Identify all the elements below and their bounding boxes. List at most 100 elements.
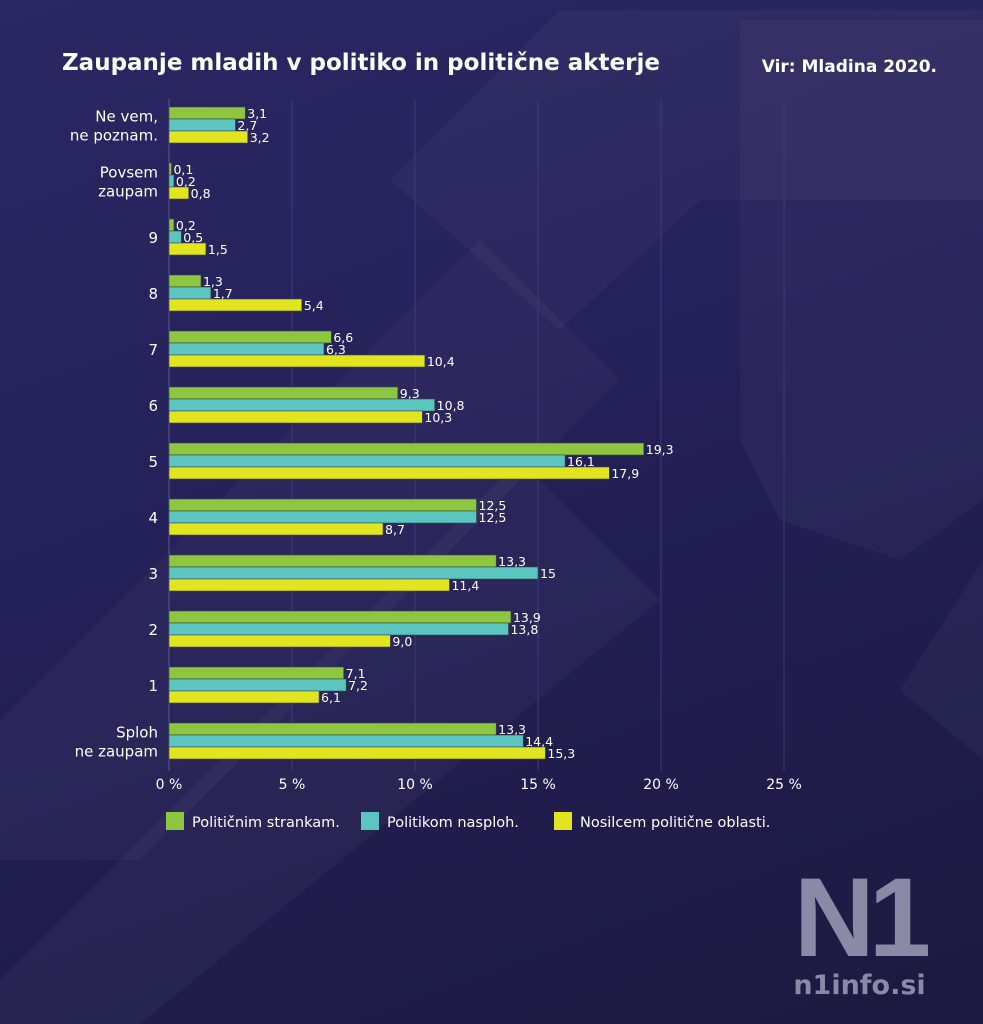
- bar: [168, 274, 202, 288]
- category-label: 2: [148, 621, 158, 639]
- bar: [168, 566, 539, 580]
- data-label: 0,1: [173, 162, 193, 177]
- chart-title: Zaupanje mladih v politiko in politične …: [62, 50, 660, 76]
- data-label: 13,8: [510, 622, 538, 637]
- bar: [168, 622, 509, 636]
- data-label: 9,0: [392, 634, 412, 649]
- bar: [168, 174, 175, 188]
- bar: [168, 162, 172, 176]
- bar: [168, 610, 512, 624]
- data-label: 7,2: [348, 678, 368, 693]
- data-label: 3,1: [247, 106, 267, 121]
- data-label: 0,8: [191, 186, 211, 201]
- bar: [168, 734, 524, 748]
- x-tick-label: 15 %: [520, 777, 556, 793]
- category-label: 7: [148, 341, 158, 359]
- bar: [168, 690, 320, 704]
- data-label: 17,9: [611, 466, 639, 481]
- bar: [168, 466, 610, 480]
- bar: [168, 298, 303, 312]
- x-tick-label: 0 %: [156, 777, 183, 793]
- bar: [168, 106, 246, 120]
- bar: [168, 354, 426, 368]
- bar: [168, 118, 236, 132]
- data-label: 10,4: [427, 354, 455, 369]
- data-label: 6,1: [321, 690, 341, 705]
- data-label: 6,6: [333, 330, 353, 345]
- category-label: ne poznam.: [70, 127, 158, 145]
- data-label: 1,5: [208, 242, 228, 257]
- data-label: 5,4: [304, 298, 324, 313]
- data-label: 12,5: [479, 498, 507, 513]
- data-label: 11,4: [451, 578, 479, 593]
- data-label: 2,7: [237, 118, 257, 133]
- category-label: 1: [148, 677, 158, 695]
- bar: [168, 242, 207, 256]
- bar: [168, 218, 175, 232]
- data-label: 0,2: [176, 174, 196, 189]
- bar: [168, 634, 391, 648]
- legend-swatch: [361, 812, 379, 830]
- bar: [168, 678, 347, 692]
- bar: [168, 410, 423, 424]
- data-label: 13,3: [498, 722, 526, 737]
- x-tick-label: 20 %: [643, 777, 679, 793]
- bar: [168, 722, 497, 736]
- bar: [168, 510, 477, 524]
- category-label: 5: [148, 453, 158, 471]
- data-label: 0,2: [176, 218, 196, 233]
- category-label: Povsem: [100, 164, 158, 182]
- bar: [168, 522, 384, 536]
- data-label: 3,2: [250, 130, 270, 145]
- bar: [168, 746, 546, 760]
- legend-label: Politikom nasploh.: [387, 815, 519, 831]
- bar: [168, 554, 497, 568]
- source-note: Vir: Mladina 2020.: [761, 57, 937, 77]
- legend-label: Nosilcem politične oblasti.: [580, 815, 770, 831]
- bar: [168, 286, 212, 300]
- logo-site: n1info.si: [793, 970, 926, 1001]
- bar: [168, 498, 477, 512]
- category-label: 3: [148, 565, 158, 583]
- x-tick-label: 25 %: [766, 777, 802, 793]
- data-label: 13,3: [498, 554, 526, 569]
- data-label: 15,3: [547, 746, 575, 761]
- data-label: 1,7: [213, 286, 233, 301]
- category-label: 6: [148, 397, 158, 415]
- bar: [168, 398, 435, 412]
- category-label: zaupam: [98, 183, 158, 201]
- bar: [168, 330, 332, 344]
- category-label: Ne vem,: [95, 108, 158, 126]
- data-label: 10,8: [437, 398, 465, 413]
- data-label: 1,3: [203, 274, 223, 289]
- x-tick-label: 5 %: [279, 777, 306, 793]
- n1-logo: N1 n1info.si: [782, 855, 937, 1002]
- category-label: ne zaupam: [75, 743, 158, 761]
- data-label: 0,5: [183, 230, 203, 245]
- legend-swatch: [166, 812, 184, 830]
- data-label: 16,1: [567, 454, 595, 469]
- bar: [168, 230, 182, 244]
- data-label: 6,3: [326, 342, 346, 357]
- category-label: Sploh: [116, 724, 158, 742]
- data-label: 13,9: [513, 610, 541, 625]
- bar: [168, 666, 344, 680]
- data-label: 9,3: [400, 386, 420, 401]
- category-label: 4: [148, 509, 158, 527]
- bar: [168, 454, 566, 468]
- category-label: 8: [148, 285, 158, 303]
- category-label: 9: [148, 229, 158, 247]
- bar: [168, 130, 249, 144]
- bar: [168, 342, 325, 356]
- legend-swatch: [554, 812, 572, 830]
- data-label: 8,7: [385, 522, 405, 537]
- data-label: 10,3: [424, 410, 452, 425]
- data-label: 14,4: [525, 734, 553, 749]
- bar: [168, 186, 189, 200]
- bar: [168, 578, 450, 592]
- data-label: 15: [540, 566, 556, 581]
- logo-mark: N1: [793, 855, 931, 980]
- data-label: 7,1: [346, 666, 366, 681]
- bar: [168, 386, 399, 400]
